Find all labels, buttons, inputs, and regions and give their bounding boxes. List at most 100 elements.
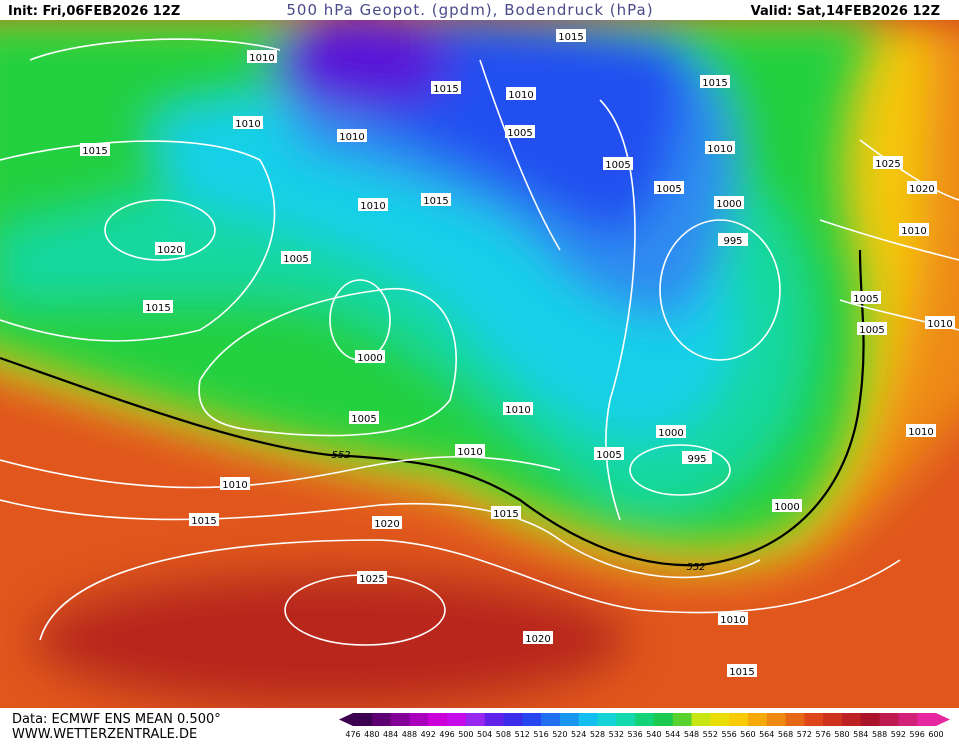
colorbar-label: 568 bbox=[778, 730, 793, 739]
isobar-label-box bbox=[421, 193, 451, 206]
colorbar-cell bbox=[484, 713, 504, 726]
isobar-label-box bbox=[455, 444, 485, 457]
colorbar-cell bbox=[898, 713, 918, 726]
isobar-label: 1025 bbox=[875, 159, 900, 170]
colorbar-label: 488 bbox=[402, 730, 417, 739]
isobar-label-box bbox=[873, 156, 903, 169]
colorbar-label: 532 bbox=[609, 730, 624, 739]
colorbar-cell bbox=[353, 713, 373, 726]
isobar-label-box bbox=[603, 157, 633, 170]
colorbar-cell bbox=[465, 713, 486, 726]
isobar-label: 1015 bbox=[423, 196, 448, 207]
colorbar-arrow bbox=[936, 713, 950, 726]
isobar-label: 1015 bbox=[191, 516, 216, 527]
colorbar-cell bbox=[635, 713, 655, 726]
isobar-label-box bbox=[656, 425, 686, 438]
colorbar-cell bbox=[371, 713, 392, 726]
isobar-label-box bbox=[247, 50, 277, 63]
isobar-label: 1005 bbox=[859, 325, 884, 336]
isobar-label: 1010 bbox=[908, 427, 933, 438]
isobar-label-box bbox=[718, 233, 748, 246]
colorbar-label: 576 bbox=[816, 730, 831, 739]
colorbar-cell bbox=[447, 713, 467, 726]
isobar-label-box bbox=[718, 612, 748, 625]
isobar-label: 1000 bbox=[357, 353, 382, 364]
isobar-label-box bbox=[772, 499, 802, 512]
isobar-label: 1000 bbox=[774, 502, 799, 513]
colorbar-cell bbox=[766, 713, 787, 726]
colorbar-label: 476 bbox=[345, 730, 360, 739]
colorbar-cell bbox=[653, 713, 674, 726]
isobar-label: 1010 bbox=[505, 405, 530, 416]
colorbar-cell bbox=[691, 713, 711, 726]
isobar-label-box bbox=[906, 424, 936, 437]
isobar-label-box bbox=[506, 87, 536, 100]
colorbar-cell bbox=[409, 713, 429, 726]
colorbar-label: 496 bbox=[439, 730, 454, 739]
colorbar-cell bbox=[672, 713, 693, 726]
colorbar-label: 588 bbox=[872, 730, 887, 739]
colorbar-cell bbox=[578, 713, 598, 726]
colorbar-label: 516 bbox=[533, 730, 548, 739]
colorbar-cell bbox=[710, 713, 730, 726]
colorbar-label: 500 bbox=[458, 730, 473, 739]
colorbar-label: 600 bbox=[928, 730, 943, 739]
isobar-label: 1010 bbox=[707, 144, 732, 155]
colorbar-cell bbox=[559, 713, 580, 726]
isobar-label-box bbox=[491, 506, 521, 519]
colorbar-cell bbox=[503, 713, 523, 726]
isobar-label-box bbox=[155, 242, 185, 255]
isobar-label-box bbox=[80, 143, 110, 156]
colorbar-label: 504 bbox=[477, 730, 492, 739]
isobar-label-box bbox=[357, 571, 387, 584]
isobar-label: 1010 bbox=[222, 480, 247, 491]
colorbar-label: 548 bbox=[684, 730, 699, 739]
colorbar-cell bbox=[841, 713, 862, 726]
isobar-label: 1020 bbox=[374, 519, 399, 530]
isobar-label: 1015 bbox=[145, 303, 170, 314]
colorbar-cell bbox=[597, 713, 617, 726]
colorbar-label: 480 bbox=[364, 730, 379, 739]
isobar-label-box bbox=[714, 196, 744, 209]
isobar-label: 1015 bbox=[702, 78, 727, 89]
colorbar-label: 544 bbox=[665, 730, 680, 739]
isobar-label: 1010 bbox=[339, 132, 364, 143]
colorbar-cell bbox=[729, 713, 749, 726]
isobar-label: 1015 bbox=[493, 509, 518, 520]
isobar-label-box bbox=[337, 129, 367, 142]
colorbar-label: 540 bbox=[646, 730, 661, 739]
isobar-label-box bbox=[907, 181, 937, 194]
isobar-label: 1010 bbox=[720, 615, 745, 626]
colorbar-cell bbox=[616, 713, 636, 726]
isobar-label: 1015 bbox=[433, 84, 458, 95]
colorbar-cell bbox=[917, 713, 937, 726]
isobar-label-box bbox=[503, 402, 533, 415]
colorbar-label: 484 bbox=[383, 730, 398, 739]
isobar-label: 1005 bbox=[605, 160, 630, 171]
isobar-label-box bbox=[505, 125, 535, 138]
colorbar-arrow bbox=[339, 713, 353, 726]
colorbar-label: 520 bbox=[552, 730, 567, 739]
isobar-label-box bbox=[682, 451, 712, 464]
isobar-label: 1005 bbox=[853, 294, 878, 305]
isobar-label: 1005 bbox=[507, 128, 532, 139]
isobar-label-box bbox=[700, 75, 730, 88]
isobar-label: 1010 bbox=[235, 119, 260, 130]
colorbar-label: 564 bbox=[759, 730, 774, 739]
isobar-label: 1005 bbox=[656, 184, 681, 195]
colorbar-cell bbox=[428, 713, 448, 726]
isobar-label-box bbox=[899, 223, 929, 236]
isobar-label-box bbox=[654, 181, 684, 194]
colorbar-label: 572 bbox=[797, 730, 812, 739]
isobar-label: 1005 bbox=[596, 450, 621, 461]
colorbar-cell bbox=[785, 713, 805, 726]
isobar-label: 995 bbox=[687, 454, 706, 465]
colorbar: 476 480 484 488 492 496 500 504 508 512 516 520 524 5… bbox=[339, 713, 950, 739]
isobar-label-box bbox=[281, 251, 311, 264]
isobar-label-box bbox=[727, 664, 757, 677]
isobar-label: 1010 bbox=[508, 90, 533, 101]
colorbar-label: 492 bbox=[421, 730, 436, 739]
colorbar-cell bbox=[541, 713, 561, 726]
colorbar-cell bbox=[522, 713, 542, 726]
colorbar-cell bbox=[823, 713, 843, 726]
